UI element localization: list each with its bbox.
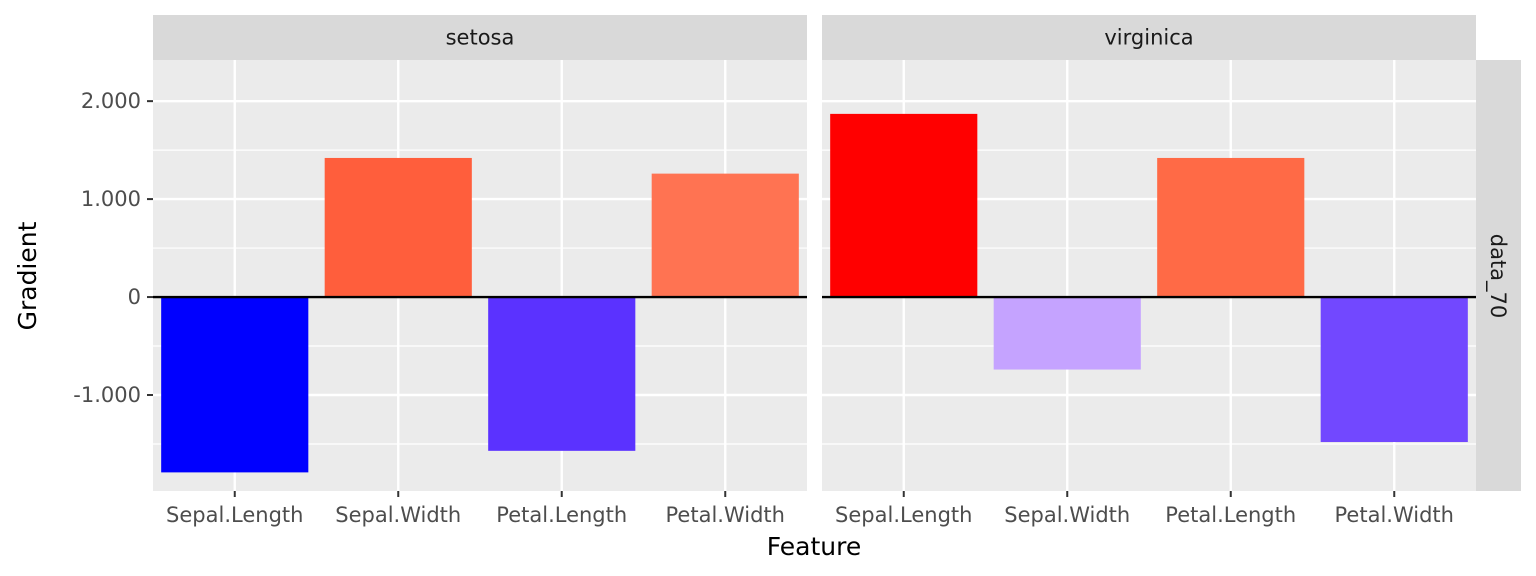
bar-Sepal.Length (830, 113, 978, 298)
y-tick-label: 2.000 (81, 89, 141, 113)
x-tick-label: Sepal.Width (1004, 503, 1130, 527)
x-tick-label: Sepal.Width (335, 503, 461, 527)
x-tick-label: Petal.Length (496, 503, 627, 527)
bar-Petal.Length (1157, 157, 1305, 298)
x-tick-label: Petal.Length (1165, 503, 1296, 527)
bar-Petal.Width (651, 173, 799, 298)
bar-Sepal.Length (161, 297, 309, 473)
y-tick-label: 0 (128, 285, 141, 309)
y-tick-label: -1.000 (73, 383, 141, 407)
y-tick-label: 1.000 (81, 187, 141, 211)
panel-strip-label: virginica (1104, 26, 1193, 50)
panel-virginica: virginica Sepal.Length Sepal.Width Petal.Le… (822, 15, 1476, 527)
x-axis-title: Feature (767, 532, 861, 561)
panel-strip-background (822, 15, 1476, 60)
x-tick-label: Petal.Width (666, 503, 785, 527)
bar-Sepal.Width (324, 157, 472, 298)
bar-Petal.Length (488, 297, 636, 451)
panel-strip-label: setosa (446, 26, 515, 50)
bar-Petal.Width (1320, 297, 1468, 443)
row-strip-background (1476, 60, 1521, 491)
panels-layer: setosa Sepal.Length Sepal.Width Petal.Lengt… (153, 15, 1476, 527)
x-tick-label: Sepal.Length (166, 503, 303, 527)
panel-strip-background (153, 15, 807, 60)
row-strip-label: data_70 (1485, 234, 1510, 319)
bar-Sepal.Width (993, 297, 1141, 370)
y-axis: -1.000 0 1.000 2.000 (73, 89, 153, 407)
row-strip: data_70 (1476, 60, 1521, 491)
panel-setosa: setosa Sepal.Length Sepal.Width Petal.Lengt… (153, 15, 807, 527)
y-axis-title: Gradient (13, 221, 42, 330)
x-tick-label: Petal.Width (1335, 503, 1454, 527)
x-tick-label: Sepal.Length (835, 503, 972, 527)
